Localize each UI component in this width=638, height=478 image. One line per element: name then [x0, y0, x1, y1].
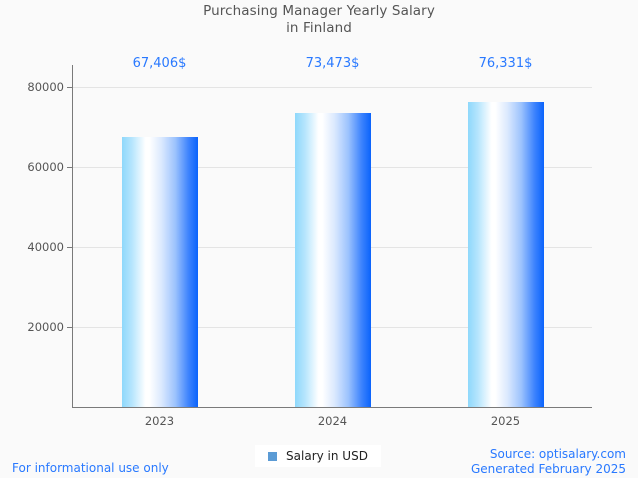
- chart-title: Purchasing Manager Yearly Salary in Finl…: [0, 3, 638, 37]
- y-axis-tick-label: 20000: [27, 320, 64, 334]
- footer-source-line: Source: optisalary.com: [489, 447, 626, 461]
- x-axis-tick-label: 2024: [317, 414, 348, 428]
- bar-value-label: 67,406$: [132, 56, 187, 71]
- y-axis-tick-mark: [67, 247, 73, 248]
- bar[interactable]: [121, 137, 198, 407]
- legend-label: Salary in USD: [286, 449, 368, 463]
- gridline: [73, 87, 592, 88]
- bar[interactable]: [294, 113, 371, 407]
- x-axis-tick-label: 2025: [490, 414, 521, 428]
- footer-source: Source: optisalary.com Generated Februar…: [471, 447, 626, 477]
- footer-disclaimer: For informational use only: [12, 461, 169, 475]
- x-axis-tick-label: 2023: [144, 414, 175, 428]
- legend-swatch-icon: [268, 451, 278, 461]
- y-axis-tick-mark: [67, 167, 73, 168]
- bar-value-label: 73,473$: [305, 56, 360, 71]
- y-axis-tick-label: 80000: [27, 80, 64, 94]
- y-axis-tick-label: 40000: [27, 240, 64, 254]
- footer-generated-line: Generated February 2025: [470, 462, 626, 476]
- chart-title-line-1: Purchasing Manager Yearly Salary: [203, 3, 435, 19]
- bars-container: [73, 71, 592, 407]
- y-axis-line: [72, 65, 73, 408]
- chart-legend[interactable]: Salary in USD: [255, 445, 381, 467]
- y-axis-tick-mark: [67, 87, 73, 88]
- x-axis-line: [73, 407, 592, 408]
- y-axis-tick-mark: [67, 327, 73, 328]
- bar-value-label: 76,331$: [478, 56, 533, 71]
- bar[interactable]: [467, 101, 544, 407]
- y-axis-tick-label: 60000: [27, 160, 64, 174]
- chart-title-line-2: in Finland: [286, 20, 352, 36]
